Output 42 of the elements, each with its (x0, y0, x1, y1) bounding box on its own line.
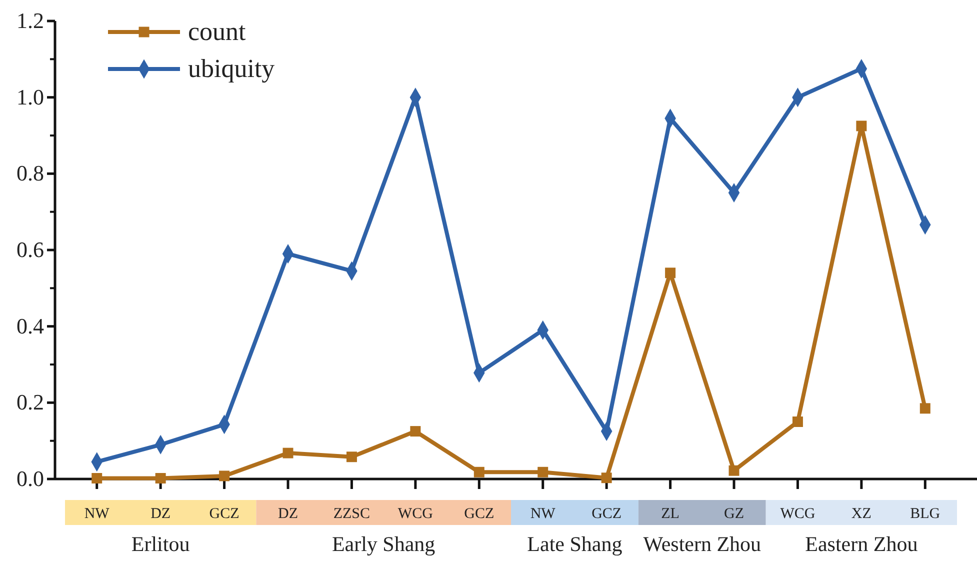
x-tick-label: XZ (851, 506, 872, 522)
point (538, 466, 548, 478)
y-tick-label: 0.6 (16, 237, 44, 262)
y-tick-label: 0.2 (16, 390, 44, 415)
legend-label: count (188, 17, 247, 46)
y-tick-label: 0.0 (16, 466, 44, 492)
x-tick-label: ZZSC (333, 506, 370, 522)
y-tick-label: 0.4 (16, 313, 44, 338)
x-tick-label: BLG (910, 506, 940, 522)
point (728, 465, 740, 476)
x-tick-label: NW (530, 506, 556, 522)
point (792, 416, 803, 427)
y-tick-label: 1.0 (16, 84, 44, 110)
text: Western Zhou (643, 532, 762, 556)
x-tick-label: GCZ (464, 506, 494, 522)
x-tick-label: ZL (661, 506, 680, 522)
x-tick-label: DZ (150, 506, 171, 522)
point (346, 452, 357, 462)
x-tick-label: WCG (398, 506, 434, 522)
x-tick-label: DZ (278, 506, 298, 522)
x-tick-label: NW (84, 506, 110, 522)
point (92, 472, 102, 484)
y-tick-label: 0.8 (16, 160, 44, 186)
x-tick-label: WCG (780, 506, 816, 522)
legend-label: ubiquity (188, 54, 275, 83)
text: Erlitou (131, 532, 190, 556)
text: Early Shang (332, 532, 436, 556)
point (665, 268, 676, 278)
text: Late Shang (527, 532, 623, 556)
point (155, 472, 166, 484)
point (219, 470, 230, 482)
x-tick-label: GCZ (209, 506, 240, 522)
x-tick-label: GZ (724, 506, 744, 522)
point (601, 472, 612, 484)
point (282, 448, 294, 458)
point (920, 403, 930, 414)
y-tick-label: 1.2 (16, 8, 44, 34)
x-tick-label: GCZ (592, 506, 622, 522)
text: Eastern Zhou (805, 532, 918, 556)
point (410, 426, 421, 437)
point (474, 466, 484, 478)
point (856, 120, 867, 132)
